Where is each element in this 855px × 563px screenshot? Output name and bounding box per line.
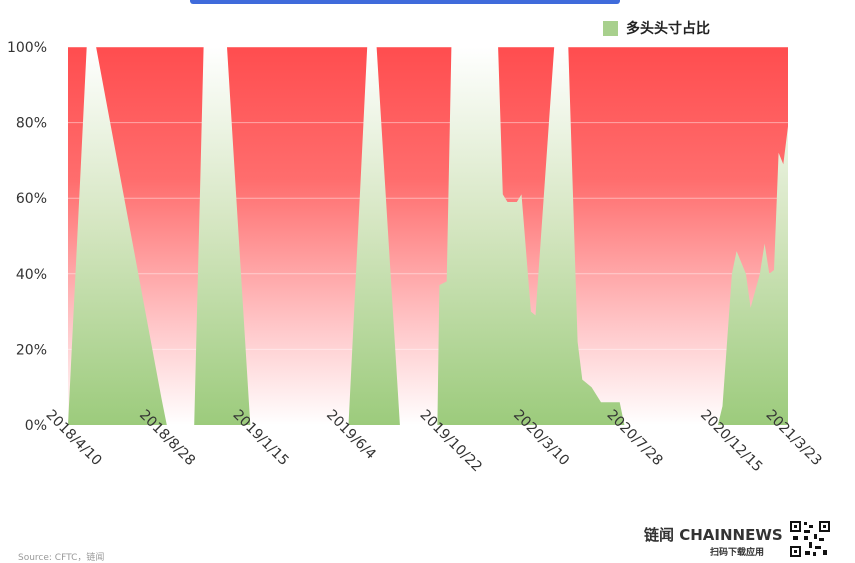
legend: 多头头寸占比 xyxy=(603,18,710,38)
source-note: Source: CFTC，链闻 xyxy=(18,553,105,563)
plot-background xyxy=(68,47,788,425)
y-tick-label: 0% xyxy=(25,418,47,434)
qr-code-icon xyxy=(789,520,831,558)
series-area xyxy=(68,47,788,425)
y-tick-label: 100% xyxy=(7,40,47,56)
title-banner xyxy=(190,0,620,4)
y-tick-label: 80% xyxy=(16,116,47,132)
y-tick-label: 40% xyxy=(16,267,47,283)
legend-label: 多头头寸占比 xyxy=(626,21,710,37)
x-tick-label: 2021/3/23 xyxy=(763,407,825,469)
brand-name: 链闻 CHAINNEWS xyxy=(644,526,783,544)
y-axis: 0% 20% 40% 60% 80% 100% xyxy=(7,40,47,434)
y-tick-label: 60% xyxy=(16,191,47,207)
y-tick-label: 20% xyxy=(16,342,47,358)
brand-tagline: 扫码下载应用 xyxy=(710,548,765,558)
brand-logo: 链闻 CHAINNEWS xyxy=(644,524,783,545)
grid xyxy=(68,46,788,426)
legend-swatch xyxy=(603,20,618,36)
